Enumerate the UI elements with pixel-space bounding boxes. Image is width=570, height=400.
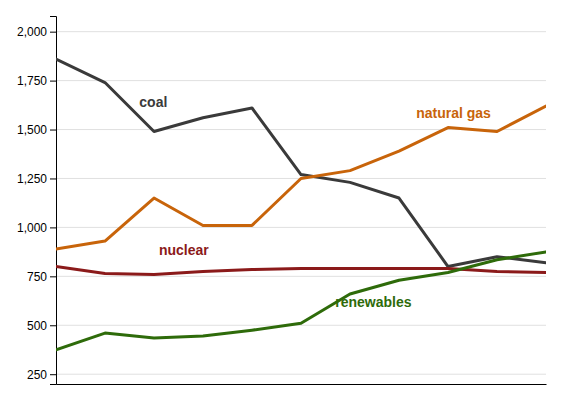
y-tick-label: 750 bbox=[27, 270, 47, 284]
grid bbox=[56, 32, 546, 375]
y-tick-mark bbox=[50, 227, 56, 228]
x-axis bbox=[57, 384, 547, 385]
y-tick: 250 bbox=[27, 368, 56, 382]
annotations: coal natural gas nuclear renewables bbox=[139, 94, 491, 310]
grid-line bbox=[56, 227, 546, 228]
y-tick: 750 bbox=[27, 270, 56, 284]
y-tick-mark bbox=[50, 374, 56, 375]
series-line bbox=[56, 59, 546, 266]
line-label: coal bbox=[139, 94, 167, 110]
y-tick: 1,750 bbox=[17, 74, 56, 88]
y-tick: 1,500 bbox=[17, 123, 56, 137]
y-tick: 1,250 bbox=[17, 172, 56, 186]
series-line bbox=[56, 267, 546, 275]
y-tick-label: 2,000 bbox=[17, 25, 47, 39]
y-tick-label: 1,750 bbox=[17, 74, 47, 88]
y-tick-label: 1,000 bbox=[17, 221, 47, 235]
y-tick: 500 bbox=[27, 319, 56, 333]
x-axis-line bbox=[57, 384, 547, 385]
y-tick-mark bbox=[50, 178, 56, 179]
grid-line bbox=[56, 374, 546, 375]
line-label: natural gas bbox=[416, 105, 491, 121]
grid-line bbox=[56, 31, 546, 32]
y-tick-mark bbox=[50, 81, 56, 82]
y-tick-mark bbox=[50, 276, 56, 277]
y-tick-label: 500 bbox=[27, 319, 47, 333]
y-tick: 1,000 bbox=[17, 221, 56, 235]
y-axis-line bbox=[50, 17, 57, 385]
line-label: renewables bbox=[335, 294, 411, 310]
y-tick-label: 1,500 bbox=[17, 123, 47, 137]
y-tick-mark bbox=[50, 130, 56, 131]
grid-line bbox=[56, 80, 546, 81]
series-line bbox=[56, 106, 546, 249]
y-tick-label: 250 bbox=[27, 368, 47, 382]
y-tick-label: 1,250 bbox=[17, 172, 47, 186]
line-label: nuclear bbox=[159, 242, 209, 258]
plot-area bbox=[56, 59, 546, 350]
y-tick: 2,000 bbox=[17, 25, 56, 39]
grid-line bbox=[56, 276, 546, 277]
chart: 250 500 750 1,000 1,250 1,500 1,750 2,000 coal na… bbox=[0, 0, 570, 400]
series-line bbox=[56, 252, 546, 350]
y-tick-mark bbox=[50, 325, 56, 326]
grid-line bbox=[56, 325, 546, 326]
y-tick-mark bbox=[50, 32, 56, 33]
y-axis: 250 500 750 1,000 1,250 1,500 1,750 2,000 bbox=[17, 17, 57, 385]
